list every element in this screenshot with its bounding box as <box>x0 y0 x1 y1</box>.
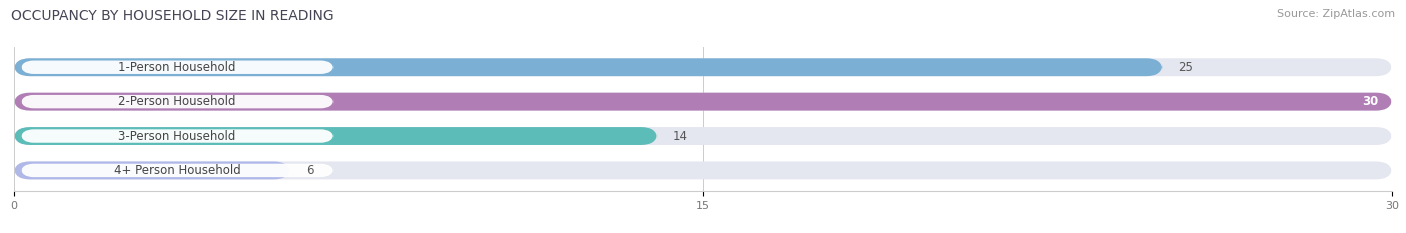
Text: OCCUPANCY BY HOUSEHOLD SIZE IN READING: OCCUPANCY BY HOUSEHOLD SIZE IN READING <box>11 9 333 23</box>
FancyBboxPatch shape <box>14 127 657 145</box>
FancyBboxPatch shape <box>21 61 333 74</box>
Text: 1-Person Household: 1-Person Household <box>118 61 236 74</box>
FancyBboxPatch shape <box>14 58 1163 76</box>
FancyBboxPatch shape <box>14 161 290 179</box>
FancyBboxPatch shape <box>14 127 1392 145</box>
FancyBboxPatch shape <box>14 161 1392 179</box>
FancyBboxPatch shape <box>14 58 1392 76</box>
FancyBboxPatch shape <box>21 95 333 108</box>
Text: 14: 14 <box>673 130 688 143</box>
FancyBboxPatch shape <box>14 93 1392 111</box>
Text: 30: 30 <box>1362 95 1378 108</box>
FancyBboxPatch shape <box>21 164 333 177</box>
Text: 2-Person Household: 2-Person Household <box>118 95 236 108</box>
Text: 3-Person Household: 3-Person Household <box>118 130 236 143</box>
FancyBboxPatch shape <box>21 129 333 143</box>
FancyBboxPatch shape <box>14 93 1392 111</box>
Text: 4+ Person Household: 4+ Person Household <box>114 164 240 177</box>
Text: 6: 6 <box>305 164 314 177</box>
Text: 25: 25 <box>1178 61 1194 74</box>
Text: Source: ZipAtlas.com: Source: ZipAtlas.com <box>1277 9 1395 19</box>
